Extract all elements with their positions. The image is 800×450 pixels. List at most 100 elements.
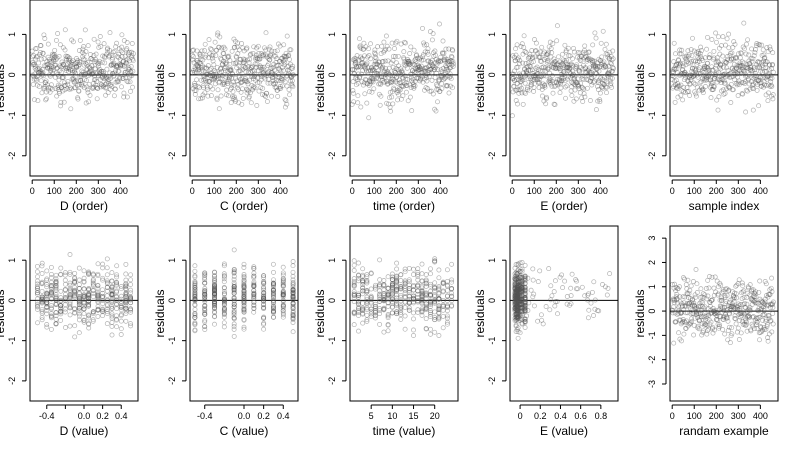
data-point <box>122 72 128 78</box>
data-point <box>47 73 53 79</box>
data-point <box>232 44 238 50</box>
data-point <box>436 333 442 338</box>
data-point <box>409 78 414 84</box>
data-point <box>211 77 217 83</box>
data-point <box>380 77 386 83</box>
data-point <box>423 85 429 91</box>
data-point <box>433 108 439 114</box>
data-point <box>74 56 79 61</box>
data-point <box>290 72 296 78</box>
data-point <box>406 58 412 64</box>
data-point <box>104 265 110 271</box>
data-point <box>238 77 244 82</box>
data-point <box>360 320 366 326</box>
x-tick-label: 100 <box>527 186 542 196</box>
data-point <box>765 98 771 104</box>
y-tick-label: 3 <box>647 236 657 241</box>
data-point <box>408 74 414 80</box>
data-point <box>35 72 41 78</box>
data-point <box>523 69 529 75</box>
data-point <box>289 78 295 84</box>
data-point <box>227 65 233 71</box>
data-point <box>535 71 541 77</box>
data-point <box>64 66 70 72</box>
data-point <box>533 65 539 71</box>
data-point <box>385 58 391 64</box>
data-point <box>37 71 43 76</box>
data-point <box>70 61 76 67</box>
data-point <box>365 65 371 71</box>
data-point <box>112 70 118 76</box>
data-point <box>238 57 243 63</box>
data-point <box>422 68 428 74</box>
data-point <box>255 43 261 49</box>
data-point <box>428 88 434 94</box>
data-point <box>372 70 378 76</box>
data-point <box>289 83 295 89</box>
x-tick-label: 200 <box>69 186 84 196</box>
data-point <box>232 94 237 100</box>
data-point <box>105 45 111 51</box>
data-point <box>128 64 134 69</box>
data-point <box>242 65 248 71</box>
data-point <box>429 57 435 63</box>
data-point <box>541 64 546 70</box>
data-point <box>40 71 46 77</box>
data-point <box>69 59 75 65</box>
x-axis-label: C (order) <box>220 199 268 213</box>
data-point <box>95 61 101 67</box>
data-point <box>511 83 517 89</box>
data-point <box>192 268 198 274</box>
x-tick-label: 0 <box>30 186 35 196</box>
data-point <box>356 75 362 81</box>
data-point <box>274 48 280 54</box>
data-point <box>61 62 67 68</box>
data-point <box>253 56 259 62</box>
data-point <box>401 55 407 61</box>
data-point <box>391 85 397 91</box>
x-axis-label: E (order) <box>540 199 587 213</box>
data-point <box>264 54 270 60</box>
data-point <box>446 46 452 52</box>
x-axis-label: C (value) <box>220 424 269 438</box>
data-point <box>425 46 431 52</box>
data-point <box>199 69 205 75</box>
data-point <box>251 44 257 50</box>
data-point <box>40 50 46 56</box>
data-point <box>535 50 541 56</box>
data-point <box>402 63 408 69</box>
data-point <box>351 71 357 77</box>
data-point <box>414 66 420 71</box>
data-point <box>229 48 235 54</box>
x-axis-label: E (value) <box>540 424 588 438</box>
data-point <box>80 83 85 89</box>
y-tick-label: 0 <box>647 72 657 77</box>
data-point <box>199 48 205 54</box>
data-point <box>417 56 423 62</box>
data-point <box>440 325 446 331</box>
data-point <box>100 69 106 75</box>
data-point <box>254 61 260 67</box>
data-point <box>398 80 403 86</box>
data-point <box>447 73 453 79</box>
data-point <box>205 86 211 92</box>
data-point <box>510 89 516 95</box>
data-point <box>38 43 44 49</box>
data-point <box>555 311 560 317</box>
data-point <box>206 72 212 78</box>
data-point <box>42 84 48 89</box>
data-point <box>276 75 282 80</box>
data-point <box>697 80 703 86</box>
data-point <box>370 66 376 72</box>
data-point <box>402 59 408 65</box>
data-point <box>424 71 430 77</box>
data-point <box>284 33 290 39</box>
data-point <box>257 56 263 62</box>
data-point <box>568 88 574 94</box>
data-point <box>52 47 58 53</box>
data-point <box>101 41 107 47</box>
data-point <box>243 77 249 83</box>
data-point <box>123 75 129 81</box>
data-point <box>401 49 407 55</box>
